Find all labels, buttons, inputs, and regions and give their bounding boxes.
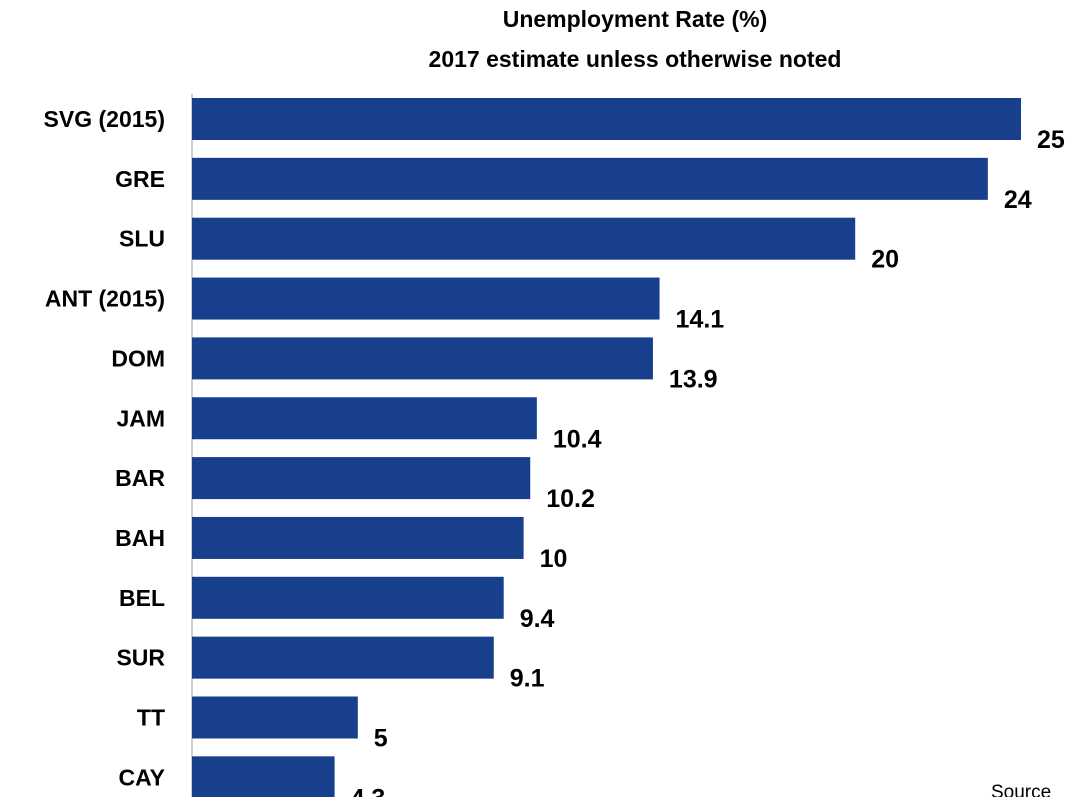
category-tick-label: DOM — [111, 345, 165, 371]
category-tick-label: BAR — [115, 465, 165, 491]
data-label: 25 — [1037, 126, 1065, 154]
category-tick-label: CAY — [119, 764, 165, 790]
data-label: 14.1 — [676, 306, 725, 334]
category-tick-label: BAH — [115, 525, 165, 551]
category-tick-label: GRE — [115, 166, 165, 192]
data-label: 4.3 — [351, 784, 386, 797]
category-tick-label: JAM — [116, 405, 165, 431]
chart-title: Unemployment Rate (%) — [502, 6, 768, 32]
data-label: 13.9 — [669, 365, 718, 393]
data-label: 9.4 — [520, 605, 555, 633]
data-label: 10 — [540, 545, 568, 573]
bar — [192, 337, 653, 380]
data-label: 10.2 — [546, 485, 595, 513]
category-tick-label: TT — [137, 705, 165, 731]
category-tick-label: SVG (2015) — [44, 106, 165, 132]
bar — [192, 397, 537, 440]
source-note: Source — [991, 782, 1052, 797]
category-tick-label: SUR — [116, 645, 165, 671]
bar — [192, 277, 660, 320]
bar — [192, 696, 358, 739]
bar — [192, 457, 531, 500]
category-tick-label: ANT (2015) — [45, 286, 165, 312]
bar — [192, 756, 335, 797]
data-label: 20 — [871, 246, 899, 274]
data-label: 9.1 — [510, 665, 545, 693]
data-label: 24 — [1004, 186, 1032, 214]
category-tick-label: SLU — [119, 226, 165, 252]
bar — [192, 636, 494, 679]
bar — [192, 516, 524, 559]
data-label: 5 — [374, 725, 388, 753]
bar — [192, 98, 1021, 140]
category-tick-label: BEL — [119, 585, 165, 611]
bar — [192, 576, 504, 619]
bar — [192, 157, 988, 200]
bar — [192, 217, 856, 260]
chart-subtitle: 2017 estimate unless otherwise noted — [428, 46, 842, 72]
data-label: 10.4 — [553, 425, 602, 453]
